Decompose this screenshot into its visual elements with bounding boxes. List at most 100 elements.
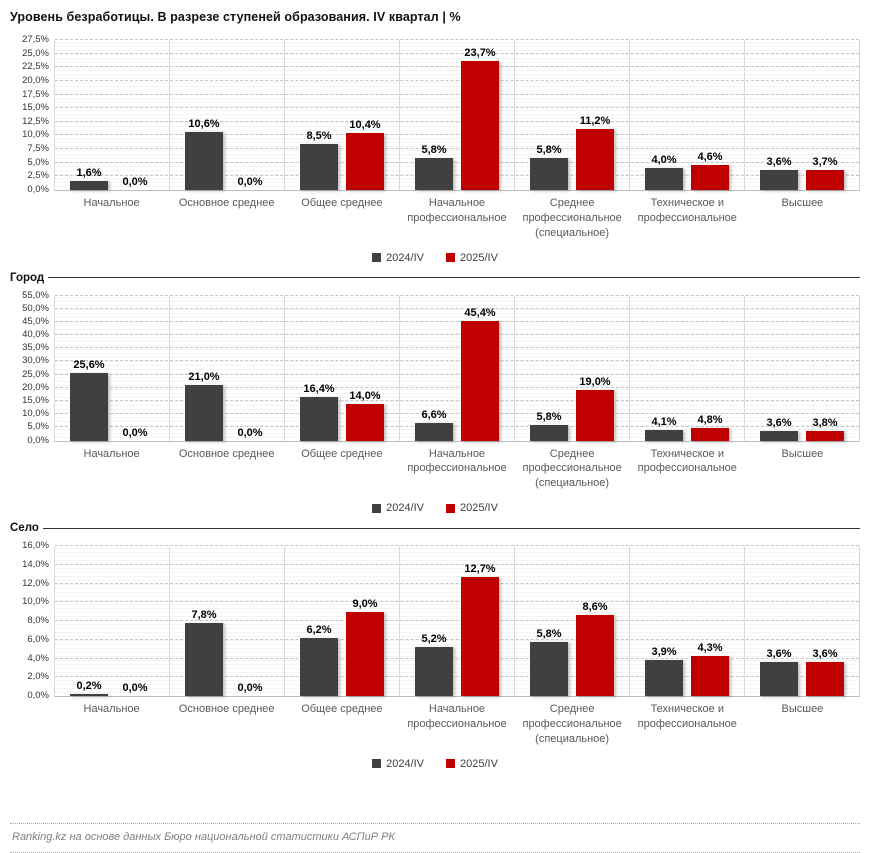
- chart-area: 0,0% 2,0% 4,0% 6,0% 8,0% 10,0% 12,0% 14,0% 16,0%…: [10, 540, 860, 701]
- y-axis-tick-label: 2,0%: [27, 671, 49, 683]
- legend-label: 2025/IV: [460, 251, 498, 264]
- bar-2025/IV: 11,2%: [576, 115, 614, 190]
- bar-2024/IV: 3,6%: [760, 648, 798, 697]
- value-label: 0,0%: [237, 176, 263, 188]
- y-axis-tick-label: 27,5%: [22, 34, 49, 45]
- legend-item: 2024/IV: [372, 252, 424, 264]
- category-label: Высшее: [781, 447, 824, 460]
- bar-2024/IV: 4,1%: [645, 416, 683, 441]
- category-label: Начальное профессиональное: [407, 447, 507, 475]
- category-cell: 5,2% 12,7%: [400, 546, 515, 697]
- bar-2025/IV: 4,3%: [691, 642, 729, 697]
- legend-item: 2025/IV: [446, 758, 498, 770]
- value-label: 0,0%: [237, 426, 263, 439]
- bar-2024/IV: 0,2%: [70, 680, 108, 697]
- value-label: 25,6%: [73, 359, 105, 372]
- category-label: Основное среднее: [178, 447, 275, 460]
- gridline: [55, 426, 859, 428]
- gridline: [55, 134, 859, 136]
- gridline: [55, 148, 859, 150]
- gridline: [55, 386, 859, 388]
- plot-area: 0,2% 0,0% 7,8% 0,0% 6,2% 9,0% 5,2% 12,7% 5,8% 8,6…: [54, 545, 860, 698]
- gridline: [55, 307, 859, 309]
- category-label: Техническое и профессиональное: [637, 703, 737, 730]
- bar-2024/IV: 5,8%: [415, 144, 453, 190]
- legend-item: 2024/IV: [372, 502, 424, 514]
- value-label: 14,0%: [349, 389, 381, 402]
- y-axis-tick-label: 22,5%: [22, 61, 49, 73]
- value-label: 3,9%: [651, 645, 677, 658]
- section-header: Город: [10, 272, 860, 284]
- gridline: [55, 413, 859, 415]
- category-label: Начальное: [83, 447, 140, 460]
- category-label: Основное среднее: [178, 703, 275, 716]
- y-axis-tick-label: 40,0%: [22, 329, 49, 341]
- legend-swatch-2024/IV: [372, 759, 382, 769]
- y-axis-tick-label: 5,0%: [27, 156, 49, 168]
- bar-2025/IV: 12,7%: [461, 563, 499, 697]
- legend-item: 2025/IV: [446, 252, 498, 264]
- chart-section: 0,0% 2,5% 5,0% 7,5% 10,0% 12,5% 15,0% 17,5% 20,0…: [10, 34, 860, 264]
- value-label: 3,6%: [766, 648, 792, 661]
- legend-swatch-2025/IV: [446, 759, 455, 769]
- gridline: [55, 66, 859, 68]
- bar-2025/IV: 8,6%: [576, 601, 614, 697]
- gridline: [55, 601, 859, 603]
- y-axis-tick-label: 5,0%: [27, 421, 49, 433]
- chart-section: Город 0,0% 5,0% 10,0% 15,0% 20,0% 25,0% 30,0% 35…: [10, 272, 860, 514]
- value-label: 3,6%: [766, 417, 792, 430]
- y-axis-tick-label: 20,0%: [22, 74, 49, 86]
- value-label: 10,4%: [349, 119, 381, 132]
- bar-2025/IV: 9,0%: [346, 598, 384, 697]
- category-cell: 4,0% 4,6%: [630, 40, 745, 190]
- y-axis-tick-label: 35,0%: [22, 342, 49, 354]
- y-axis-tick-label: 30,0%: [22, 355, 49, 367]
- y-axis-tick-label: 15,0%: [22, 395, 49, 406]
- gridline: [55, 638, 859, 640]
- bar-2025/IV: 45,4%: [461, 307, 499, 441]
- category-cell: 21,0% 0,0%: [170, 295, 285, 441]
- gridline: [55, 676, 859, 678]
- value-label: 4,6%: [697, 150, 723, 163]
- value-label: 0,0%: [122, 682, 148, 695]
- y-axis-tick-label: 8,0%: [27, 615, 49, 627]
- category-cell: 1,6% 0,0%: [55, 40, 170, 190]
- value-label: 7,8%: [191, 608, 217, 621]
- value-label: 5,8%: [536, 411, 562, 424]
- value-label: 4,1%: [651, 415, 677, 428]
- bar-2024/IV: 3,9%: [645, 646, 683, 697]
- gridline: [55, 373, 859, 375]
- y-axis-tick-label: 0,0%: [27, 690, 49, 702]
- bar-2024/IV: 1,6%: [70, 167, 108, 190]
- value-label: 5,2%: [421, 633, 447, 646]
- bar-2024/IV: 10,6%: [185, 118, 223, 190]
- bar-2024/IV: 8,5%: [300, 130, 338, 190]
- legend-item: 2025/IV: [446, 502, 498, 514]
- category-cell: 7,8% 0,0%: [170, 546, 285, 697]
- value-label: 5,8%: [421, 144, 447, 157]
- legend-label: 2025/IV: [460, 757, 498, 770]
- source-note: Ranking.kz на основе данных Бюро национа…: [10, 823, 860, 853]
- category-cell: 4,1% 4,8%: [630, 295, 745, 441]
- value-label: 4,3%: [697, 641, 723, 654]
- bar-2025/IV: 10,4%: [346, 119, 384, 190]
- category-cell: 6,2% 9,0%: [285, 546, 400, 697]
- bar-2024/IV: 5,8%: [530, 144, 568, 190]
- bar-2024/IV: 5,8%: [530, 628, 568, 697]
- y-axis-tick-label: 25,0%: [22, 368, 49, 380]
- legend-swatch-2024/IV: [372, 253, 382, 263]
- y-axis-tick-label: 10,0%: [22, 408, 49, 420]
- category-cell: 3,6% 3,6%: [745, 546, 859, 697]
- value-label: 3,8%: [812, 416, 838, 429]
- bar-2024/IV: 25,6%: [70, 359, 108, 441]
- category-cell: 3,6% 3,7%: [745, 40, 859, 190]
- x-axis-labels: Начальное Основное среднее Общее среднее На…: [54, 191, 860, 241]
- category-label: Среднее профессиональное (специальное): [522, 197, 622, 239]
- category-label: Высшее: [781, 197, 824, 209]
- gridline: [55, 620, 859, 622]
- y-axis: 0,0% 2,0% 4,0% 6,0% 8,0% 10,0% 12,0% 14,0% 16,0%: [10, 540, 54, 701]
- bar-2024/IV: 21,0%: [185, 371, 223, 441]
- y-axis-tick-label: 10,0%: [22, 596, 49, 608]
- y-axis-tick-label: 12,0%: [22, 577, 49, 589]
